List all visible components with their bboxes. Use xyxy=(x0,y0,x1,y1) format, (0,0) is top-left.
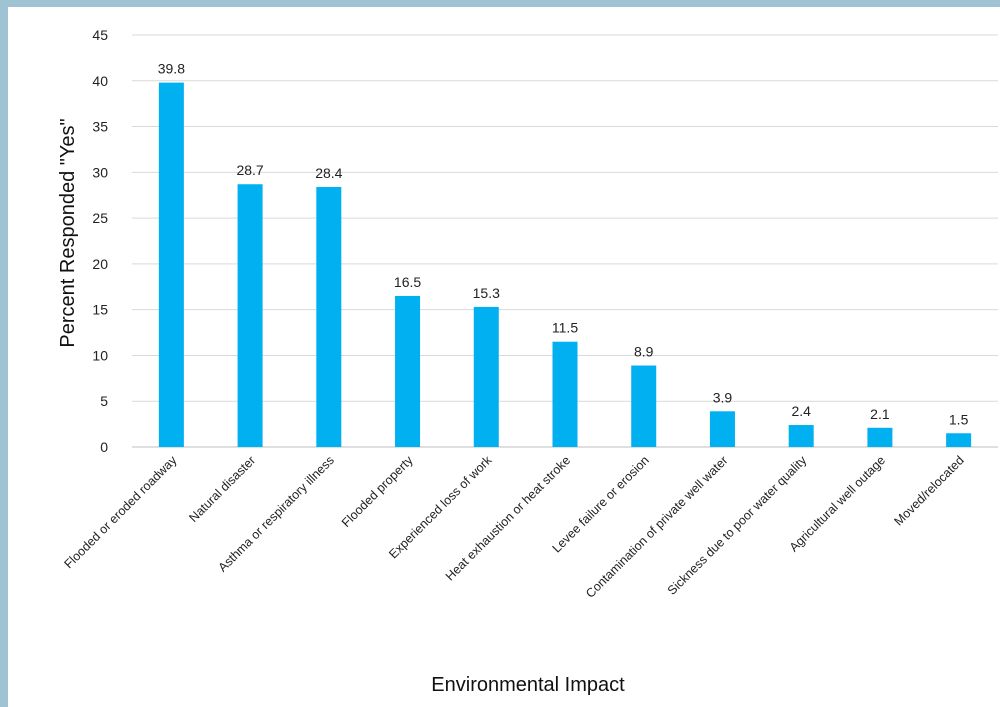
bar xyxy=(158,82,184,447)
bar xyxy=(237,184,263,448)
data-label: 8.9 xyxy=(634,344,654,360)
y-tick-label: 10 xyxy=(92,347,108,363)
y-axis-title: Percent Responded "Yes" xyxy=(57,118,79,347)
x-axis-categories: Flooded or eroded roadway Natural disaste… xyxy=(61,453,966,601)
bar xyxy=(709,411,735,447)
x-tick-label: Flooded or eroded roadway xyxy=(61,453,180,572)
x-tick-label: Moved/relocated xyxy=(892,453,967,528)
gridlines xyxy=(132,34,998,448)
data-label: 2.1 xyxy=(870,406,890,422)
bar-chart: 0 5 10 15 20 25 30 35 40 45 39.8 28.7 28.4 16.5 15.3 1… xyxy=(57,27,998,696)
y-tick-label: 0 xyxy=(100,439,108,455)
bar xyxy=(473,306,499,447)
y-tick-label: 45 xyxy=(92,27,108,43)
data-label: 15.3 xyxy=(473,285,500,301)
x-tick-label: Sickness due to poor water quality xyxy=(665,453,810,598)
data-label: 3.9 xyxy=(713,389,733,405)
data-label: 28.4 xyxy=(315,165,342,181)
chart-panel: 0 5 10 15 20 25 30 35 40 45 39.8 28.7 28.4 16.5 15.3 1… xyxy=(8,7,1000,707)
data-label: 11.5 xyxy=(552,320,578,336)
y-tick-label: 35 xyxy=(92,119,108,135)
x-tick-label: Natural disaster xyxy=(186,453,258,525)
y-tick-label: 25 xyxy=(92,210,108,226)
y-tick-label: 20 xyxy=(92,256,108,272)
y-axis-ticks: 0 5 10 15 20 25 30 35 40 45 xyxy=(92,27,108,455)
bar xyxy=(552,341,578,447)
data-label: 1.5 xyxy=(949,411,969,427)
x-tick-label: Heat exhaustion or heat stroke xyxy=(443,453,573,583)
data-labels: 39.8 28.7 28.4 16.5 15.3 11.5 8.9 3.9 2.4 2.1 1.5 xyxy=(158,61,969,428)
bar xyxy=(395,295,421,447)
y-tick-label: 5 xyxy=(100,393,108,409)
bar xyxy=(631,365,657,447)
x-tick-label: Flooded property xyxy=(339,453,416,530)
bar xyxy=(788,425,814,447)
data-label: 39.8 xyxy=(158,61,185,77)
bar xyxy=(946,433,972,447)
x-axis-title: Environmental Impact xyxy=(431,674,625,696)
y-tick-label: 15 xyxy=(92,302,108,318)
bar xyxy=(316,186,342,447)
x-tick-label: Contamination of private well water xyxy=(583,453,730,600)
y-tick-label: 40 xyxy=(92,73,108,89)
data-label: 28.7 xyxy=(236,162,263,178)
data-label: 2.4 xyxy=(791,403,811,419)
bars xyxy=(158,82,972,448)
y-tick-label: 30 xyxy=(92,164,108,180)
bar xyxy=(867,427,893,447)
data-label: 16.5 xyxy=(394,274,421,290)
